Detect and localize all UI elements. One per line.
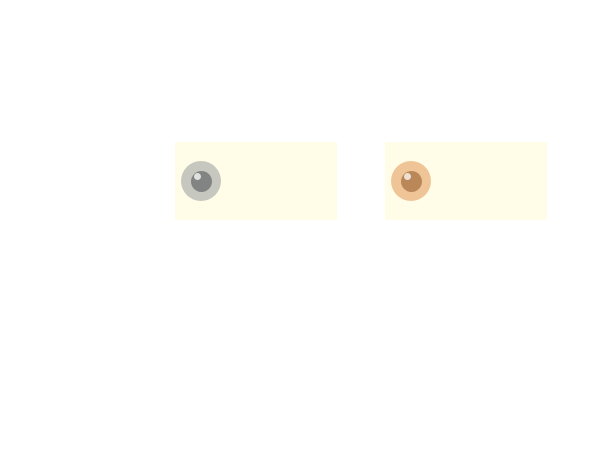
chart-canvas [0, 0, 610, 471]
pie-chart-svg [0, 0, 610, 471]
